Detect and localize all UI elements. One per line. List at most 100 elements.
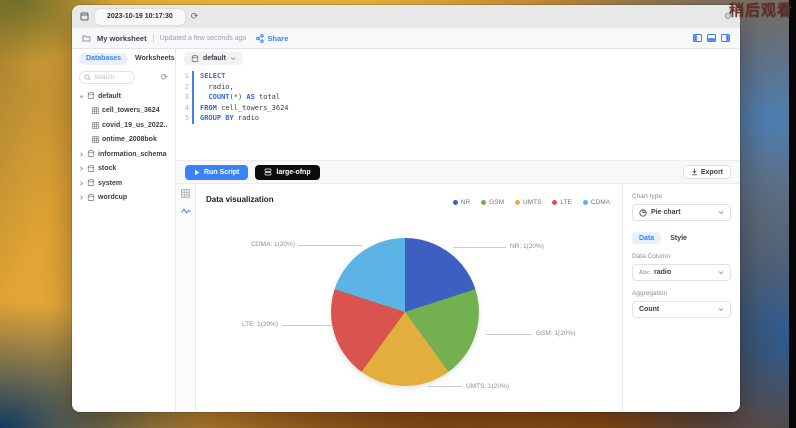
- chevron-right-icon[interactable]: [79, 152, 84, 157]
- database-icon: [191, 54, 199, 62]
- legend-dot: [452, 200, 458, 205]
- chevron-down-icon: [718, 210, 724, 215]
- chevron-down-icon: [230, 56, 236, 61]
- tree-item-table[interactable]: cell_towers_3624: [72, 104, 175, 119]
- gear-icon[interactable]: ⚙: [723, 11, 732, 21]
- pie-chart[interactable]: [331, 238, 479, 386]
- view-switcher: [176, 184, 196, 412]
- database-selector-value: default: [203, 55, 226, 62]
- aggregation-dropdown[interactable]: Count: [632, 301, 731, 318]
- table-icon: [92, 121, 99, 129]
- worksheet-tab[interactable]: 2023-10-19 10:17:30: [95, 8, 185, 25]
- tree-label: wordcup: [98, 194, 128, 202]
- tree-item-database[interactable]: system: [72, 176, 175, 191]
- legend-item[interactable]: NR: [452, 199, 471, 206]
- data-column-value: radio: [654, 269, 672, 276]
- line-number: 3: [184, 93, 189, 101]
- tree-item-table[interactable]: ontime_2008bok: [72, 133, 175, 148]
- chart-type-value: Pie chart: [651, 209, 681, 216]
- tab-worksheets[interactable]: Worksheets: [135, 55, 175, 62]
- pie-label-lte: LTE: 1(20%): [241, 321, 278, 328]
- tab-data[interactable]: Data: [632, 232, 662, 244]
- panel-left-icon[interactable]: [693, 34, 702, 42]
- chart-type-dropdown[interactable]: Pie chart: [632, 204, 731, 221]
- pie-label-nr: NR: 1(20%): [510, 243, 544, 250]
- divider: [152, 33, 154, 43]
- legend-label: UMTS: [522, 199, 542, 206]
- chevron-right-icon[interactable]: [79, 195, 84, 200]
- sql-text: (*): [229, 93, 247, 101]
- tree-label: covid_19_us_2022..: [102, 121, 168, 129]
- chevron-right-icon[interactable]: [79, 181, 84, 186]
- panel-right-icon[interactable]: [721, 34, 730, 42]
- share-button[interactable]: Share: [256, 34, 288, 43]
- search-input[interactable]: Search: [79, 71, 135, 84]
- legend-label: LTE: [560, 199, 572, 206]
- line-number: 5: [184, 114, 189, 122]
- panel-tabs: Data Style: [632, 232, 731, 244]
- panel-bottom-icon[interactable]: [707, 34, 716, 42]
- play-icon: [195, 169, 200, 175]
- chevron-down-icon: [718, 307, 724, 312]
- data-column-label: Data Column: [632, 253, 670, 260]
- sql-editor[interactable]: 1 SELECT 2 radio, 3 COUNT(*) AS total 4 …: [176, 66, 740, 160]
- export-label: Export: [700, 168, 723, 176]
- search-placeholder: Search: [94, 74, 115, 81]
- share-label: Share: [267, 33, 289, 43]
- chart-view-icon[interactable]: [180, 207, 191, 215]
- worksheet-name[interactable]: My worksheet: [97, 33, 147, 43]
- line-number: 2: [184, 82, 189, 91]
- engine-selector[interactable]: large-ofnp: [255, 164, 320, 180]
- main-column: default 1 SELECT 2 radio, 3: [176, 49, 740, 412]
- tree-label: system: [98, 179, 123, 187]
- tree-item-database[interactable]: stock: [72, 162, 175, 177]
- leader-line: [298, 245, 362, 246]
- tab-style[interactable]: Style: [670, 234, 687, 242]
- legend-item[interactable]: GSM: [481, 199, 504, 206]
- export-button[interactable]: Export: [682, 165, 731, 179]
- letterbox-bar: [789, 0, 796, 428]
- run-script-button[interactable]: Run Script: [185, 164, 249, 180]
- legend-item[interactable]: CDMA: [582, 199, 610, 206]
- chart-type-label: Chart type: [632, 193, 662, 200]
- reload-icon[interactable]: ⟳: [190, 11, 199, 21]
- tree-item-default[interactable]: default: [72, 89, 175, 104]
- results-panel: Data visualization NR GSM UMTS LTE CDMA …: [176, 184, 740, 412]
- legend-item[interactable]: LTE: [552, 199, 572, 206]
- sql-keyword: SELECT: [200, 72, 226, 80]
- database-selector-row: default: [176, 49, 740, 66]
- string-type-icon: Abc: [639, 269, 650, 276]
- change-indicator: [192, 71, 194, 82]
- action-bar: Run Script large-ofnp Export: [176, 160, 740, 184]
- code-line: 2 radio,: [176, 81, 740, 92]
- engine-icon: [265, 168, 272, 176]
- line-number: 4: [184, 103, 189, 112]
- table-icon: [92, 107, 99, 115]
- tree-item-database[interactable]: wordcup: [72, 191, 175, 206]
- legend-dot: [582, 200, 588, 205]
- data-column-dropdown[interactable]: Abc radio: [632, 264, 731, 281]
- database-icon: [87, 150, 95, 158]
- leader-line: [282, 325, 332, 326]
- legend-item[interactable]: UMTS: [514, 199, 542, 206]
- line-number: 1: [184, 72, 189, 80]
- app-icon: [80, 12, 89, 21]
- tree-label: ontime_2008bok: [102, 136, 157, 144]
- legend-label: NR: [460, 199, 471, 206]
- tab-databases[interactable]: Databases: [79, 52, 129, 65]
- legend-dot: [514, 200, 520, 205]
- chevron-down-icon[interactable]: [79, 94, 84, 99]
- grid-view-icon[interactable]: [181, 189, 190, 198]
- code-line: 3 COUNT(*) AS total: [176, 92, 740, 103]
- tree-item-database[interactable]: information_schema: [72, 147, 175, 162]
- database-selector[interactable]: default: [184, 52, 243, 65]
- refresh-icon[interactable]: ⟳: [160, 72, 168, 82]
- sql-text: total: [254, 93, 281, 101]
- tree-label: cell_towers_3624: [102, 107, 160, 115]
- tree-item-table[interactable]: covid_19_us_2022..: [72, 118, 175, 133]
- search-row: Search ⟳: [72, 68, 175, 89]
- change-indicator: [192, 81, 194, 92]
- chevron-right-icon[interactable]: [79, 166, 84, 171]
- panel-toggles: [693, 34, 730, 42]
